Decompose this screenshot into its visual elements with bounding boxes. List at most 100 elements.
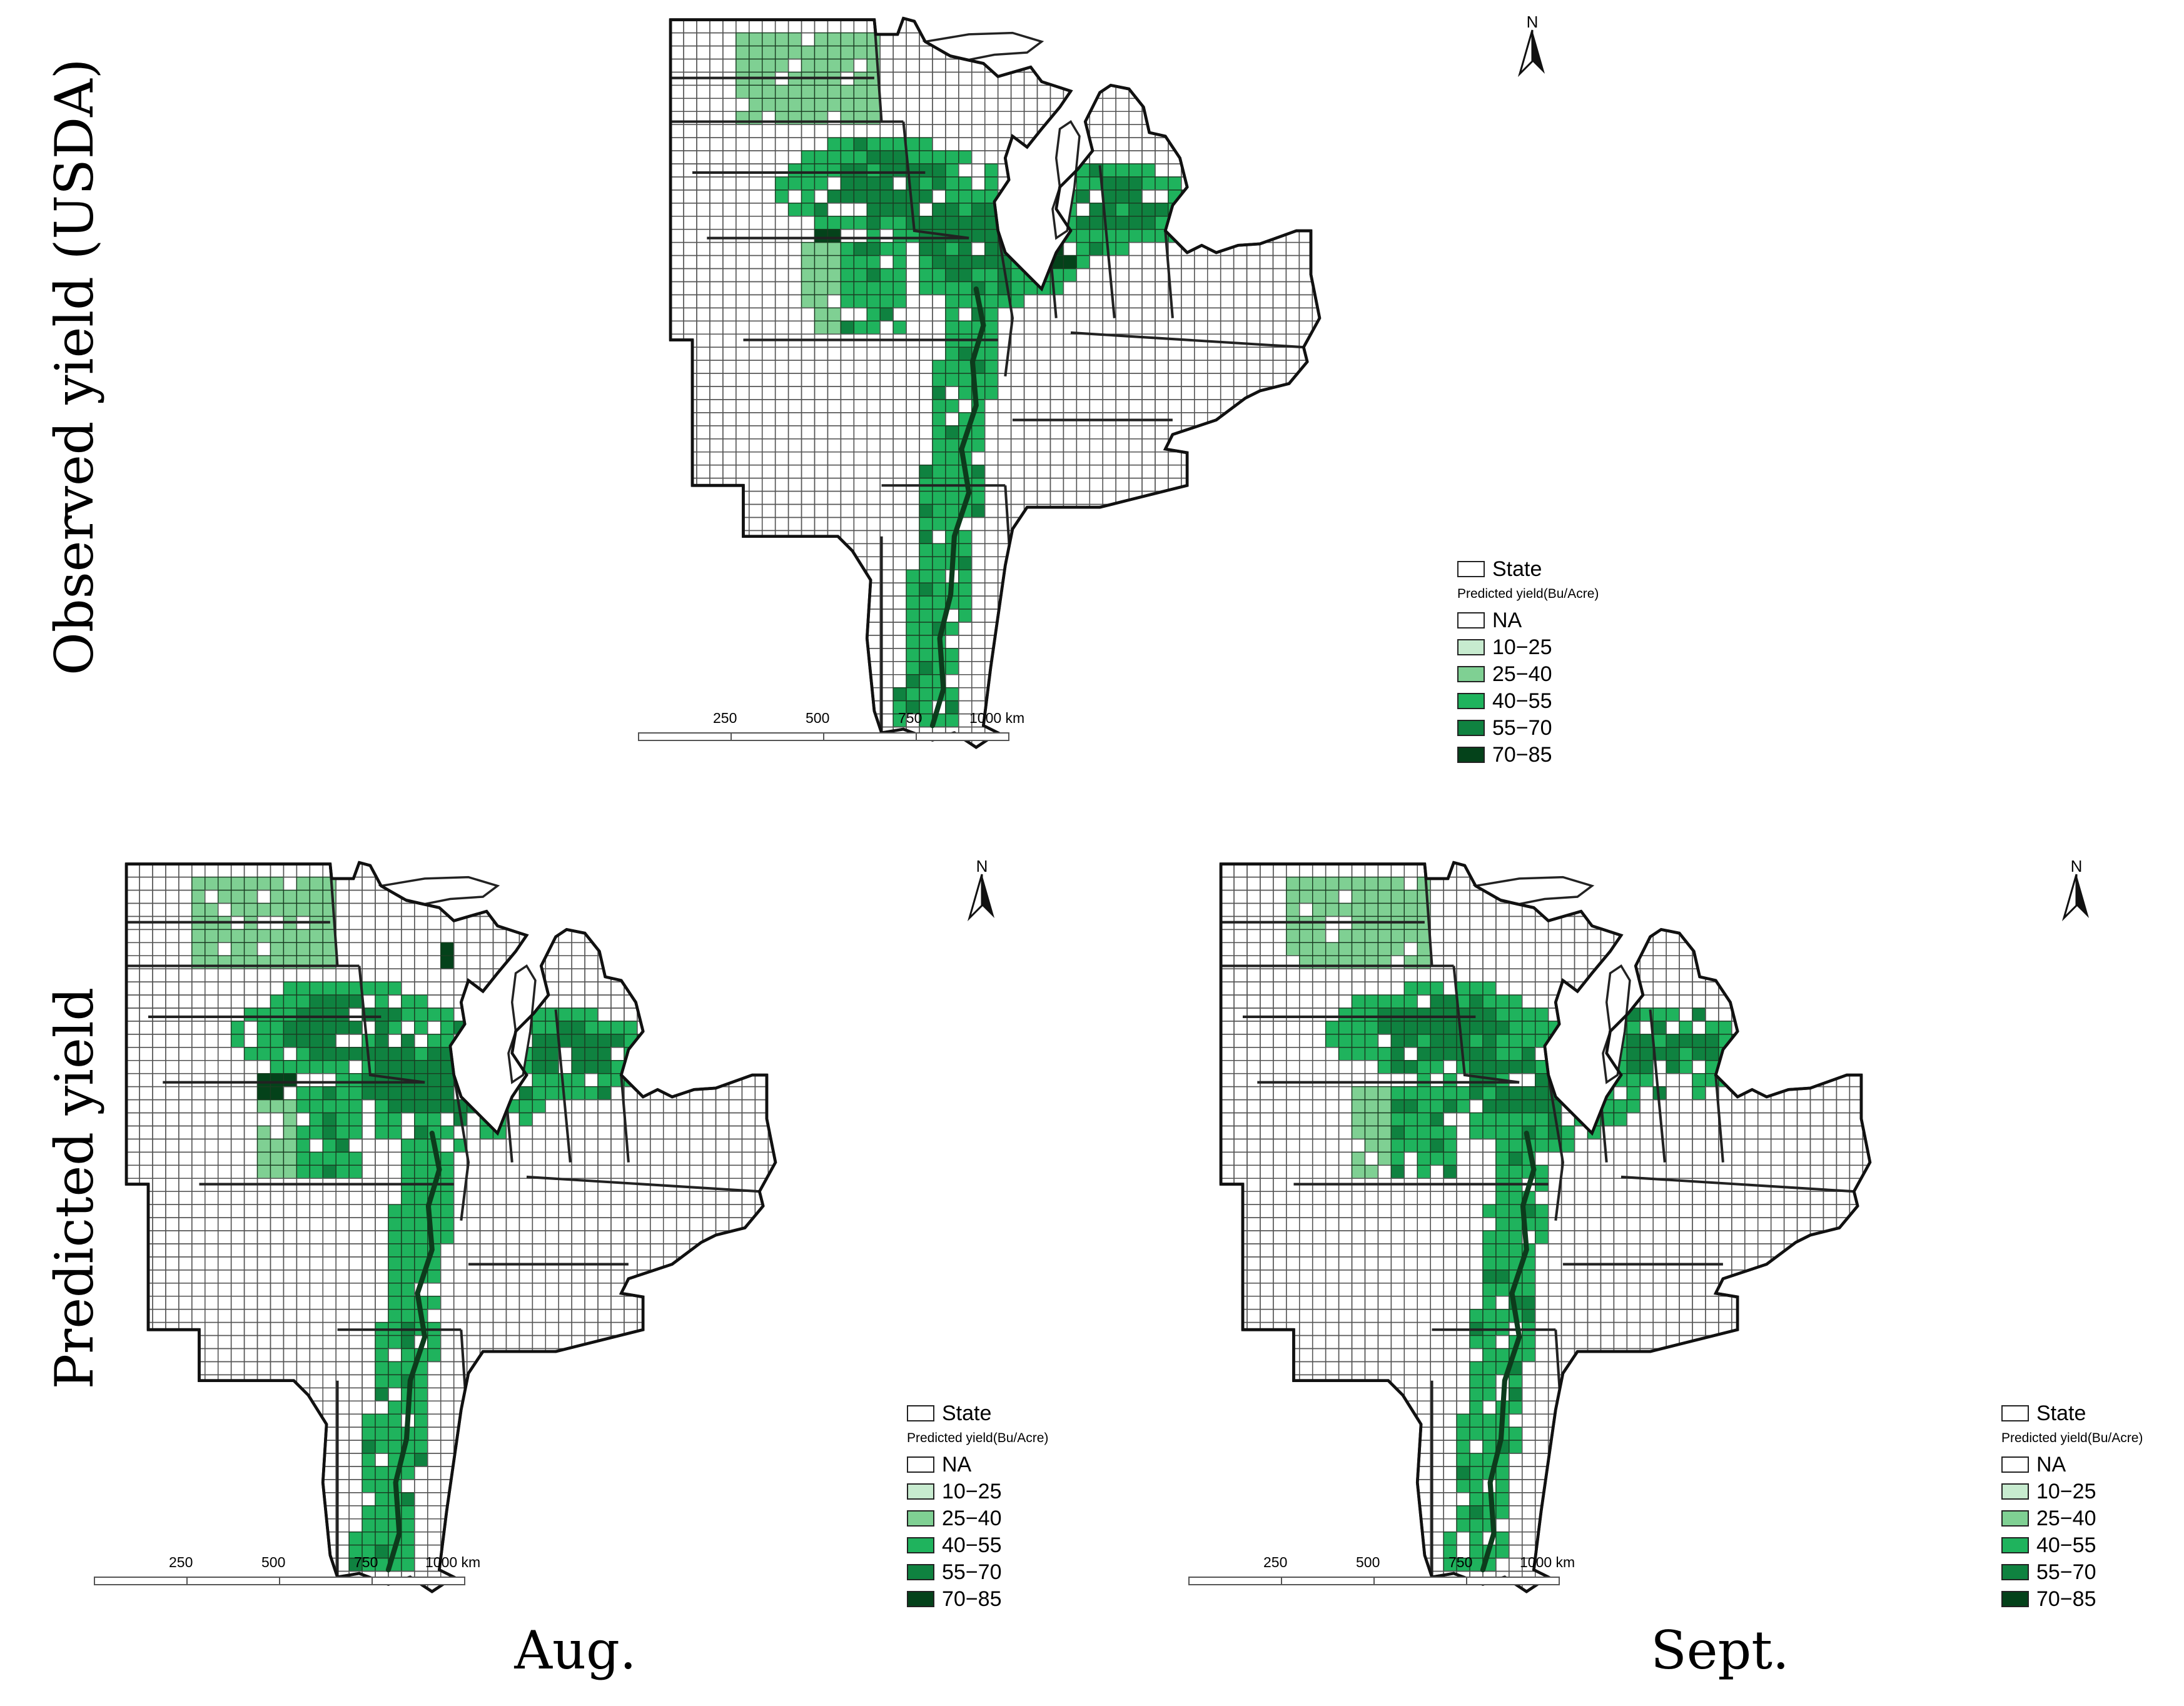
- county-cell: [715, 902, 730, 917]
- county-cell: [178, 1348, 193, 1363]
- legend-swatch: [1457, 720, 1485, 736]
- county-cell: [1233, 98, 1248, 112]
- county-cell: [584, 902, 599, 917]
- county-cell: [722, 674, 737, 689]
- county-cell: [794, 1270, 807, 1283]
- county-cell: [1063, 19, 1078, 34]
- county-cell: [1141, 595, 1156, 610]
- county-cell: [814, 281, 829, 296]
- county-cell: [787, 608, 802, 623]
- county-cell: [715, 916, 730, 931]
- county-cell: [1246, 19, 1261, 34]
- legend-item-state: State: [1457, 557, 1542, 582]
- county-cell: [689, 1348, 704, 1363]
- county-cell: [1206, 464, 1221, 479]
- county-cell: [1089, 45, 1103, 60]
- county-cell: [1141, 58, 1156, 73]
- county-cell: [774, 543, 789, 558]
- county-cell: [715, 1361, 730, 1376]
- county-cell: [1063, 58, 1078, 73]
- county-cell: [683, 595, 697, 610]
- county-cell: [361, 1086, 376, 1101]
- county-cell: [1338, 596, 1352, 609]
- county-cell: [702, 1283, 717, 1297]
- county-cell: [945, 150, 959, 164]
- county-cell: [971, 255, 986, 270]
- county-cell: [1338, 701, 1352, 714]
- county-cell: [270, 994, 285, 1009]
- county-cell: [787, 556, 802, 570]
- county-cell: [675, 1283, 690, 1297]
- county-cell: [932, 543, 946, 557]
- county-cell: [1220, 648, 1235, 662]
- county-cell: [335, 1099, 350, 1114]
- county-cell: [853, 674, 868, 689]
- county-cell: [414, 1204, 428, 1218]
- county-cell: [479, 1034, 494, 1048]
- county-cell: [1206, 137, 1221, 151]
- county-cell: [1312, 543, 1320, 558]
- county-cell: [670, 582, 684, 597]
- county-cell: [728, 1047, 743, 1061]
- county-cell: [1076, 687, 1091, 702]
- county-cell: [1259, 608, 1274, 623]
- county-cell: [375, 1060, 389, 1074]
- county-cell: [689, 1321, 704, 1336]
- county-cell: [1312, 333, 1320, 348]
- county-cell: [767, 1269, 776, 1284]
- county-cell: [1338, 334, 1352, 347]
- county-cell: [761, 582, 776, 597]
- county-cell: [1312, 399, 1320, 413]
- county-cell: [558, 902, 572, 917]
- county-cell: [584, 1086, 599, 1101]
- county-cell: [728, 1308, 743, 1323]
- county-cell: [1259, 582, 1274, 597]
- county-cell: [715, 1348, 730, 1363]
- county-cell: [827, 189, 842, 204]
- county-cell: [749, 98, 763, 112]
- county-cell: [650, 1283, 664, 1297]
- county-cell: [1102, 582, 1116, 597]
- county-cell: [696, 569, 710, 583]
- county-cell: [1259, 622, 1274, 636]
- county-cell: [1036, 530, 1051, 545]
- county-cell: [1272, 556, 1287, 570]
- county-cell: [401, 1164, 415, 1179]
- county-cell: [1155, 84, 1169, 99]
- county-cell: [1220, 687, 1235, 702]
- county-cell: [414, 1243, 428, 1258]
- county-cell: [270, 1073, 285, 1088]
- county-cell: [984, 307, 999, 322]
- county-cell: [1076, 176, 1090, 191]
- county-cell: [761, 608, 776, 623]
- county-cell: [814, 595, 829, 610]
- county-cell: [702, 942, 717, 956]
- county-cell: [892, 189, 907, 204]
- county-cell: [624, 1021, 638, 1035]
- county-cell: [670, 622, 684, 636]
- county-cell: [1338, 543, 1352, 557]
- county-cell: [1076, 216, 1090, 230]
- county-cell: [1220, 438, 1235, 453]
- county-cell: [1115, 241, 1130, 256]
- county-cell: [388, 1361, 402, 1376]
- county-cell: [984, 268, 999, 283]
- county-cell: [794, 1047, 807, 1061]
- county-cell: [1102, 608, 1116, 623]
- county-cell: [958, 373, 973, 387]
- county-cell: [722, 687, 737, 702]
- county-cell: [919, 150, 933, 164]
- county-cell: [375, 1125, 389, 1140]
- county-cell: [689, 1034, 704, 1048]
- county-cell: [715, 1269, 730, 1284]
- county-cell: [689, 994, 704, 1009]
- county-cell: [715, 1021, 730, 1035]
- county-cell: [270, 1164, 285, 1179]
- county-cell: [945, 687, 959, 702]
- county-cell: [1076, 32, 1091, 47]
- county-cell: [892, 216, 907, 230]
- county-cell: [1010, 569, 1025, 583]
- county-cell: [1194, 84, 1208, 99]
- county-cell: [794, 916, 807, 929]
- county-cell: [1128, 726, 1143, 741]
